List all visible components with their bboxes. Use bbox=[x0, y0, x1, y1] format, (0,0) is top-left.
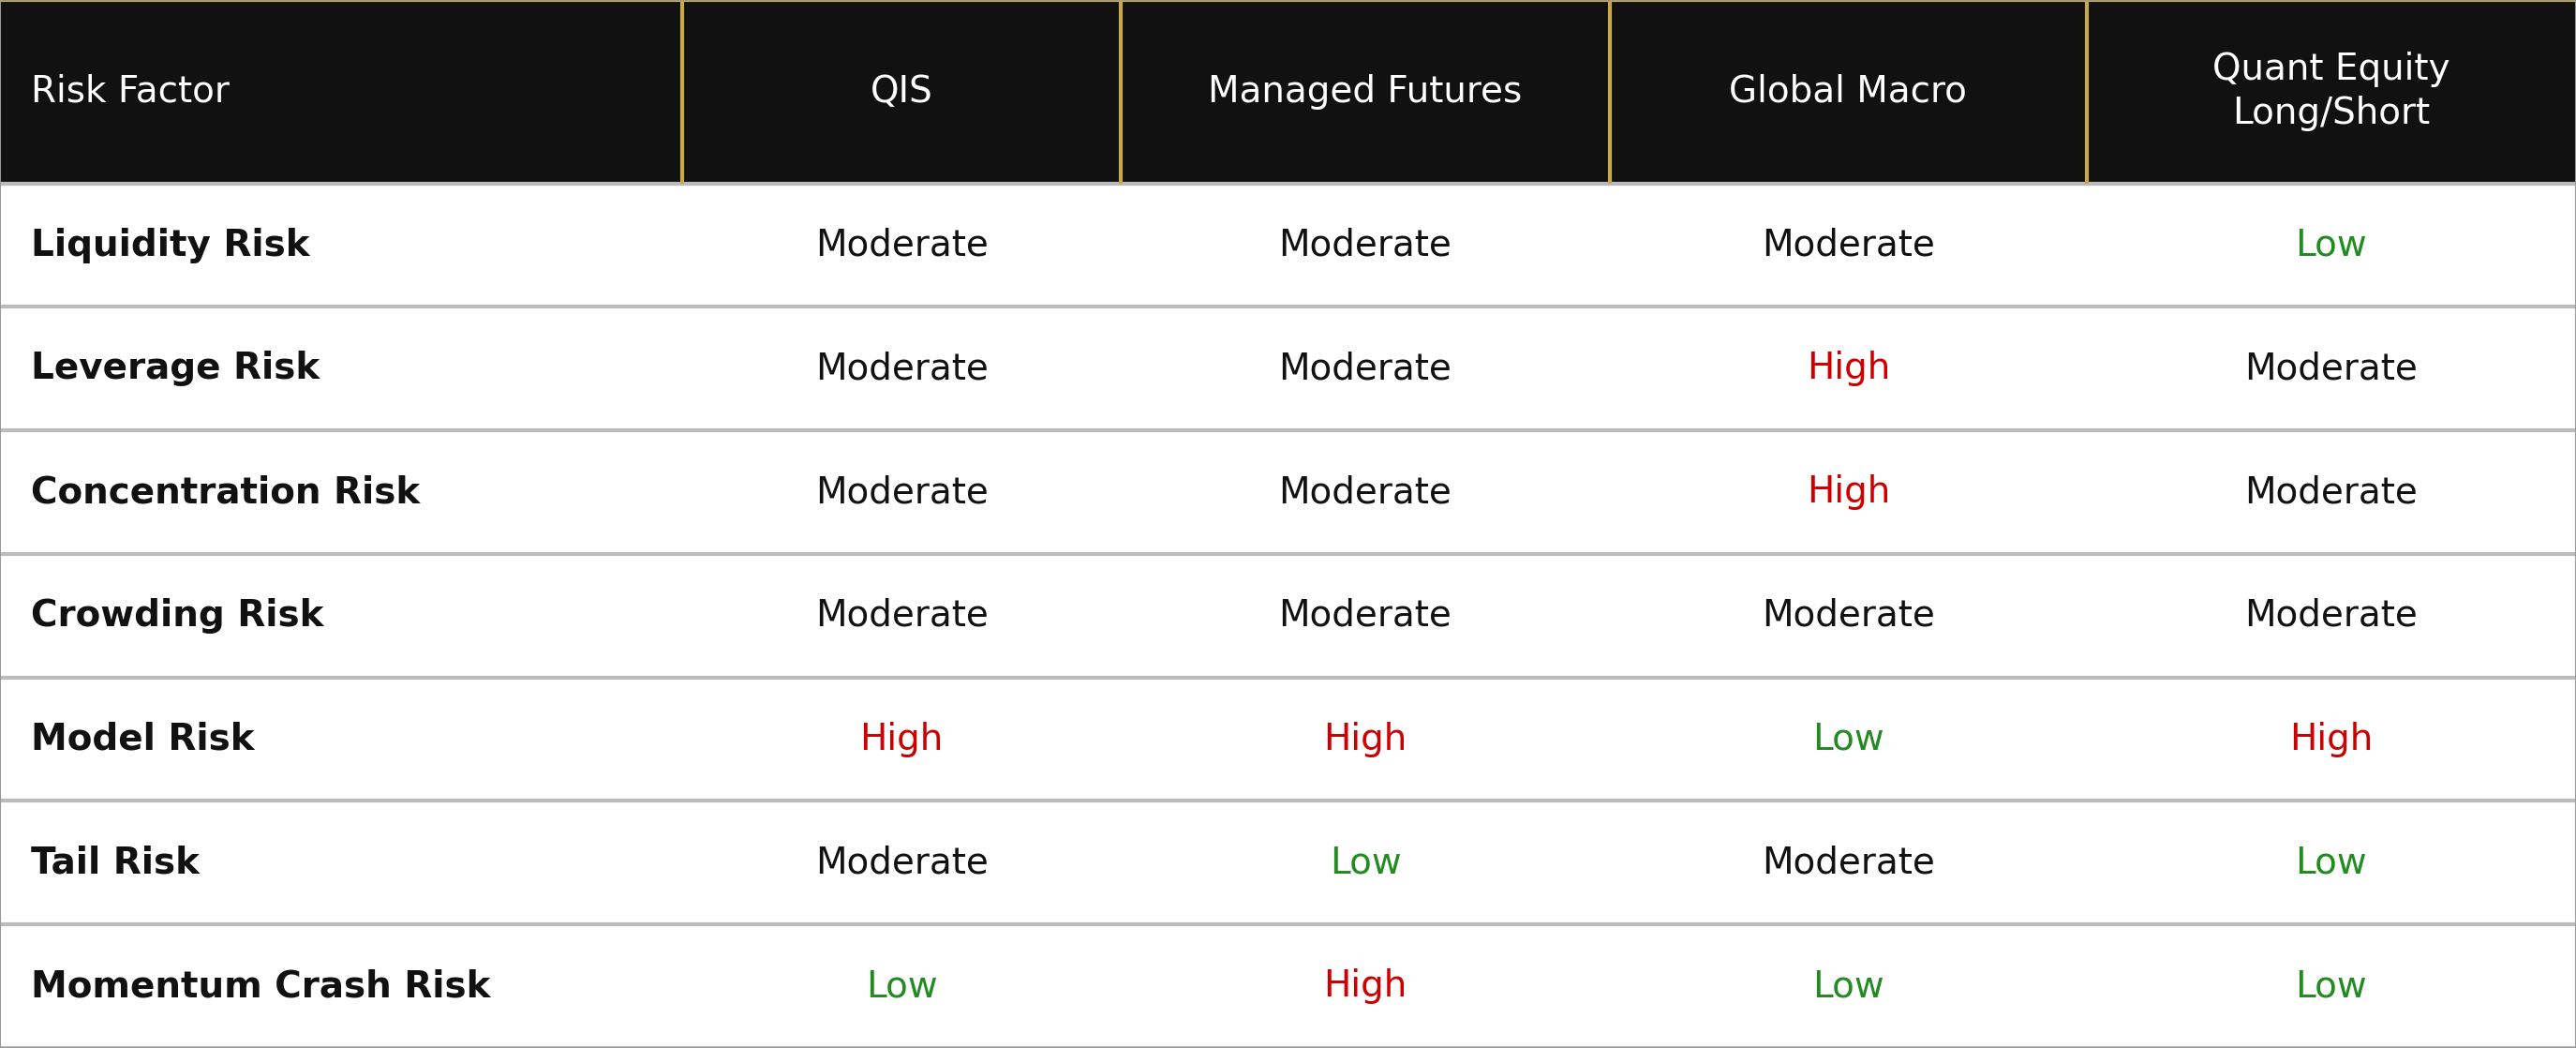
FancyBboxPatch shape bbox=[0, 0, 2576, 183]
Text: Moderate: Moderate bbox=[814, 475, 989, 510]
Text: Crowding Risk: Crowding Risk bbox=[31, 598, 325, 633]
Text: Quant Equity
Long/Short: Quant Equity Long/Short bbox=[2213, 51, 2450, 132]
Text: Moderate: Moderate bbox=[2244, 598, 2419, 633]
Text: Moderate: Moderate bbox=[814, 351, 989, 387]
Text: High: High bbox=[1806, 475, 1891, 510]
Text: Low: Low bbox=[2295, 227, 2367, 263]
Text: High: High bbox=[1324, 721, 1406, 757]
Text: Moderate: Moderate bbox=[814, 845, 989, 880]
Text: Moderate: Moderate bbox=[814, 227, 989, 263]
Text: Moderate: Moderate bbox=[1762, 598, 1935, 633]
Text: Low: Low bbox=[1814, 721, 1883, 757]
Text: Moderate: Moderate bbox=[1278, 227, 1453, 263]
Text: Moderate: Moderate bbox=[1762, 227, 1935, 263]
Text: Model Risk: Model Risk bbox=[31, 721, 255, 757]
Text: High: High bbox=[1324, 968, 1406, 1004]
Text: Liquidity Risk: Liquidity Risk bbox=[31, 227, 309, 263]
Text: Leverage Risk: Leverage Risk bbox=[31, 351, 319, 387]
Text: Low: Low bbox=[2295, 968, 2367, 1004]
Text: Moderate: Moderate bbox=[1762, 845, 1935, 880]
Text: Low: Low bbox=[866, 968, 938, 1004]
Text: Low: Low bbox=[2295, 845, 2367, 880]
Text: Moderate: Moderate bbox=[1278, 598, 1453, 633]
Text: High: High bbox=[2290, 721, 2372, 757]
Text: Concentration Risk: Concentration Risk bbox=[31, 475, 420, 510]
Text: Low: Low bbox=[1814, 968, 1883, 1004]
Text: High: High bbox=[860, 721, 943, 757]
Text: Risk Factor: Risk Factor bbox=[31, 74, 229, 109]
Text: High: High bbox=[1806, 351, 1891, 387]
Text: Managed Futures: Managed Futures bbox=[1208, 74, 1522, 109]
FancyBboxPatch shape bbox=[0, 183, 2576, 1048]
Text: Tail Risk: Tail Risk bbox=[31, 845, 198, 880]
Text: Moderate: Moderate bbox=[1278, 351, 1453, 387]
Text: Low: Low bbox=[1329, 845, 1401, 880]
Text: Moderate: Moderate bbox=[2244, 475, 2419, 510]
Text: Moderate: Moderate bbox=[2244, 351, 2419, 387]
Text: Global Macro: Global Macro bbox=[1728, 74, 1968, 109]
Text: Moderate: Moderate bbox=[814, 598, 989, 633]
Text: QIS: QIS bbox=[871, 74, 933, 109]
Text: Momentum Crash Risk: Momentum Crash Risk bbox=[31, 968, 489, 1004]
Text: Moderate: Moderate bbox=[1278, 475, 1453, 510]
